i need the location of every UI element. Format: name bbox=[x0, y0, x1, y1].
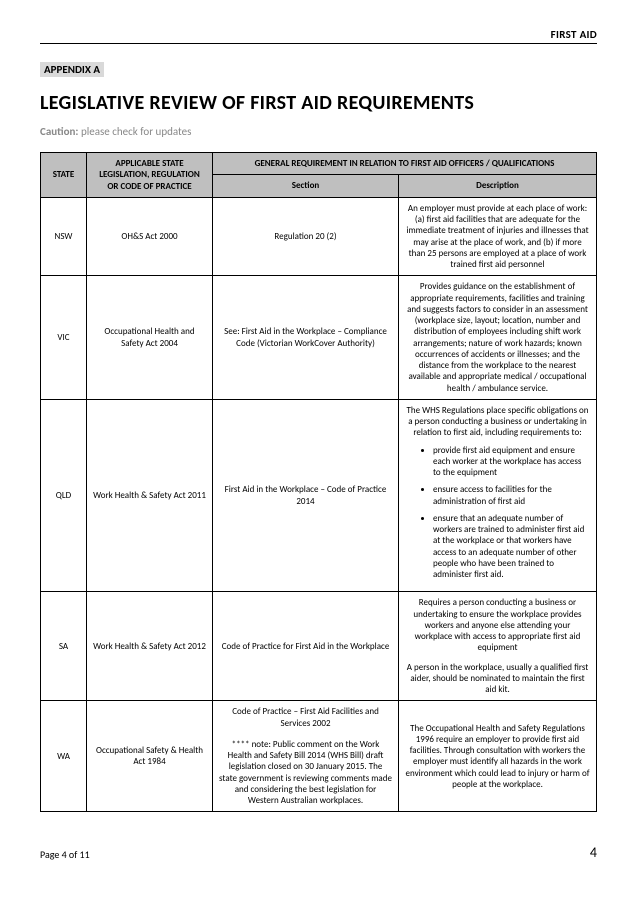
list-item: ensure that an adequate number of worker… bbox=[433, 513, 590, 581]
cell-state: SA bbox=[41, 592, 87, 701]
list-item: provide first aid equipment and ensure e… bbox=[433, 445, 590, 479]
th-general: GENERAL REQUIREMENT IN RELATION TO FIRST… bbox=[213, 153, 597, 175]
cell-section: Code of Practice for First Aid in the Wo… bbox=[213, 592, 399, 701]
cell-legislation: Occupational Safety & Health Act 1984 bbox=[87, 701, 213, 812]
cell-legislation: OH&S Act 2000 bbox=[87, 197, 213, 276]
desc-intro: The WHS Regulations place specific oblig… bbox=[405, 405, 590, 439]
table-row: WA Occupational Safety & Health Act 1984… bbox=[41, 701, 597, 812]
requirements-table: STATE APPLICABLE STATE LEGISLATION, REGU… bbox=[40, 152, 597, 812]
desc-list: provide first aid equipment and ensure e… bbox=[405, 445, 590, 581]
appendix-label: APPENDIX A bbox=[40, 62, 104, 77]
table-header-row-1: STATE APPLICABLE STATE LEGISLATION, REGU… bbox=[41, 153, 597, 175]
cell-section: First Aid in the Workplace – Code of Pra… bbox=[213, 399, 399, 592]
table-row: VIC Occupational Health and Safety Act 2… bbox=[41, 276, 597, 400]
th-legislation: APPLICABLE STATE LEGISLATION, REGULATION… bbox=[87, 153, 213, 198]
footer-page-label: Page 4 of 11 bbox=[40, 848, 90, 861]
cell-legislation: Occupational Health and Safety Act 2004 bbox=[87, 276, 213, 400]
sec-para: **** note: Public comment on the Work He… bbox=[219, 739, 392, 807]
table-row: SA Work Health & Safety Act 2012 Code of… bbox=[41, 592, 597, 701]
cell-section: Code of Practice – First Aid Facilities … bbox=[213, 701, 399, 812]
th-description: Description bbox=[399, 175, 597, 197]
cell-state: NSW bbox=[41, 197, 87, 276]
header-right: FIRST AID bbox=[40, 28, 597, 41]
cell-description: Provides guidance on the establishment o… bbox=[399, 276, 597, 400]
table-row: NSW OH&S Act 2000 Regulation 20 (2) An e… bbox=[41, 197, 597, 276]
cell-section: See: First Aid in the Workplace – Compli… bbox=[213, 276, 399, 400]
desc-para: A person in the workplace, usually a qua… bbox=[405, 662, 590, 696]
page-title: LEGISLATIVE REVIEW OF FIRST AID REQUIREM… bbox=[40, 91, 597, 115]
table-row: QLD Work Health & Safety Act 2011 First … bbox=[41, 399, 597, 592]
caution-text: please check for updates bbox=[78, 125, 191, 138]
cell-section: Regulation 20 (2) bbox=[213, 197, 399, 276]
cell-state: VIC bbox=[41, 276, 87, 400]
sec-para: Code of Practice – First Aid Facilities … bbox=[219, 706, 392, 729]
caution-label: Caution: bbox=[40, 125, 78, 138]
cell-description: The WHS Regulations place specific oblig… bbox=[399, 399, 597, 592]
footer-page-number: 4 bbox=[590, 844, 597, 861]
th-state: STATE bbox=[41, 153, 87, 198]
list-item: ensure access to facilities for the admi… bbox=[433, 484, 590, 507]
cell-description: The Occupational Health and Safety Regul… bbox=[399, 701, 597, 812]
cell-state: WA bbox=[41, 701, 87, 812]
cell-description: An employer must provide at each place o… bbox=[399, 197, 597, 276]
cell-state: QLD bbox=[41, 399, 87, 592]
caution-line: Caution: please check for updates bbox=[40, 125, 597, 138]
cell-legislation: Work Health & Safety Act 2012 bbox=[87, 592, 213, 701]
th-section: Section bbox=[213, 175, 399, 197]
page-body: FIRST AID APPENDIX A LEGISLATIVE REVIEW … bbox=[0, 0, 637, 832]
desc-para: Requires a person conducting a business … bbox=[405, 597, 590, 653]
page-footer: Page 4 of 11 4 bbox=[0, 832, 637, 881]
page-header: FIRST AID bbox=[40, 28, 597, 44]
cell-legislation: Work Health & Safety Act 2011 bbox=[87, 399, 213, 592]
cell-description: Requires a person conducting a business … bbox=[399, 592, 597, 701]
